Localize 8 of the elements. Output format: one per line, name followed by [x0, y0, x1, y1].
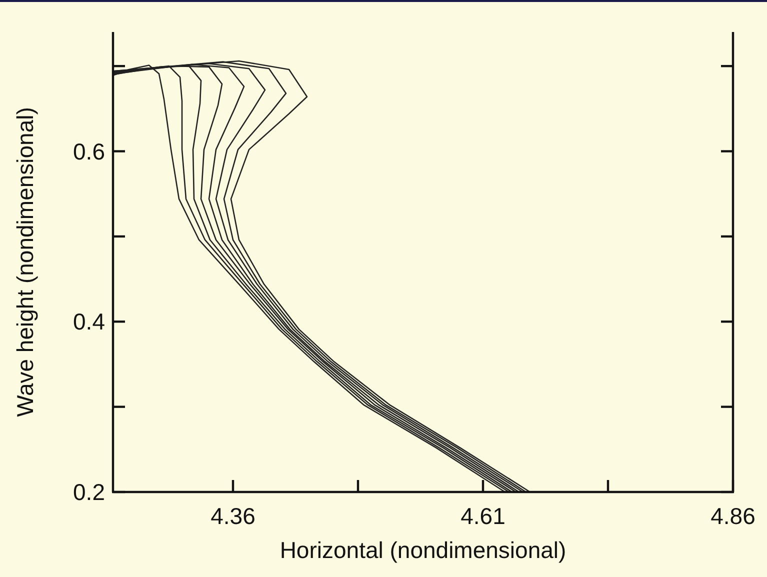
y-tick-label: 0.6: [73, 138, 105, 164]
x-axis-title: Horizontal (nondimensional): [280, 537, 566, 563]
y-tick-label: 0.4: [73, 308, 106, 335]
x-tick-label: 4.86: [710, 503, 756, 529]
x-tick-label: 4.61: [460, 503, 506, 529]
y-tick-label: 0.2: [73, 479, 105, 506]
x-tick-label: 4.36: [210, 503, 256, 529]
y-axis-title: Wave height (nondimensional): [12, 107, 38, 417]
